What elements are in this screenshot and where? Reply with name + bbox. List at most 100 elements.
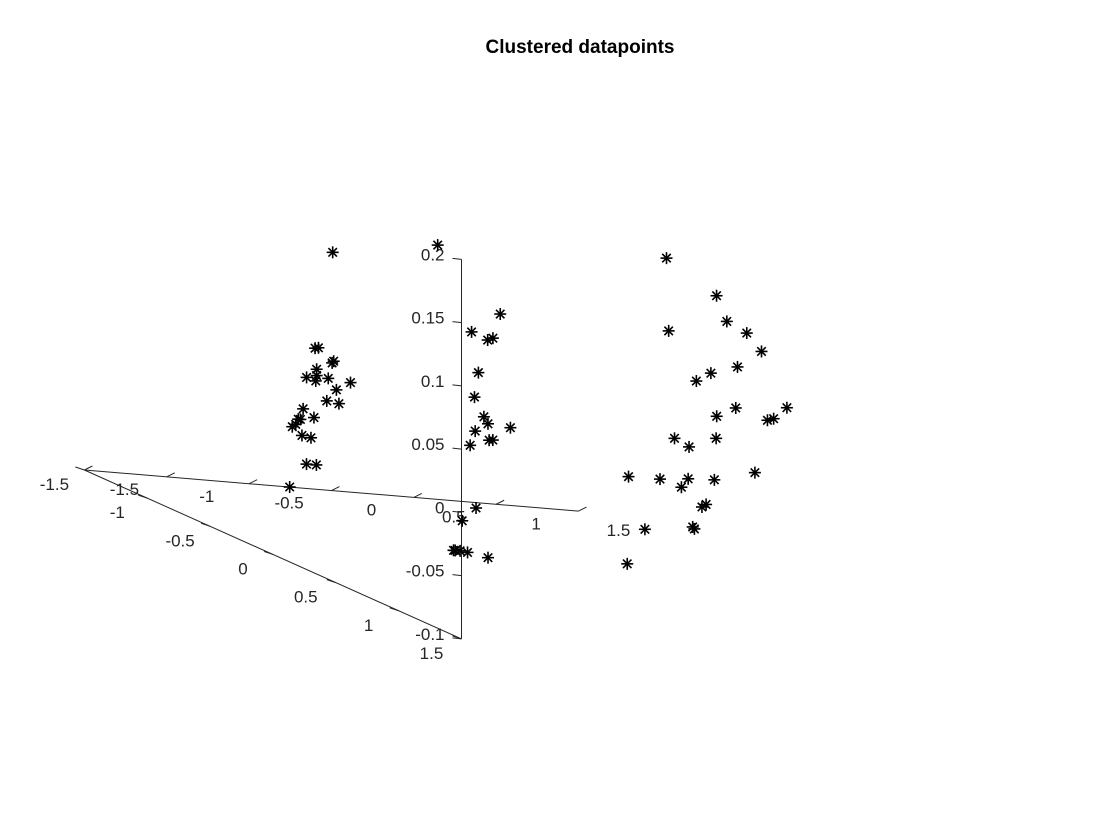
x-tick-label: -0.5 <box>274 494 303 513</box>
data-point <box>330 383 343 396</box>
x-tick-mark <box>84 465 93 471</box>
z-tick-mark <box>452 510 462 513</box>
data-point <box>621 557 634 570</box>
data-point <box>710 410 723 423</box>
x-tick-mark <box>495 499 505 505</box>
data-point <box>472 366 485 379</box>
z-tick-label: 0.15 <box>411 309 444 328</box>
y-tick-mark <box>389 607 399 612</box>
x-tick-mark <box>248 479 258 485</box>
z-tick-mark <box>452 321 462 324</box>
data-point <box>708 473 721 486</box>
data-point <box>449 544 462 557</box>
data-point <box>690 375 703 388</box>
y-tick-mark <box>200 522 211 527</box>
y-tick-label: 0 <box>238 559 247 578</box>
z-tick-label: 0.2 <box>421 245 445 264</box>
data-point <box>320 394 333 407</box>
y-tick-label: -1.5 <box>40 475 69 494</box>
y-tick-mark <box>138 494 148 499</box>
x-tick-mark <box>166 472 175 478</box>
data-point <box>668 432 681 445</box>
data-point <box>695 500 708 513</box>
data-point <box>322 372 335 385</box>
data-point <box>461 546 474 559</box>
x-tick-mark <box>578 506 587 512</box>
y-tick-label: 0.5 <box>294 588 318 607</box>
x-tick-mark <box>413 492 423 498</box>
data-point <box>504 421 517 434</box>
data-point <box>486 332 499 345</box>
data-point <box>748 466 761 479</box>
data-point <box>483 434 496 447</box>
markers <box>283 239 793 570</box>
data-point <box>283 480 296 493</box>
z-tick-mark <box>452 257 462 260</box>
z-tick-mark <box>452 447 462 450</box>
data-point <box>638 523 651 536</box>
data-point <box>300 458 313 471</box>
data-point <box>729 401 742 414</box>
data-point <box>482 551 495 564</box>
data-point <box>682 472 695 485</box>
data-point <box>309 374 322 387</box>
data-point <box>468 391 481 404</box>
data-point <box>304 431 317 444</box>
data-point <box>720 315 733 328</box>
data-point <box>470 502 483 515</box>
axes <box>84 259 579 640</box>
y-tick-label: -1 <box>110 503 125 522</box>
data-point <box>310 458 323 471</box>
x-tick-label: -1 <box>199 487 214 506</box>
data-point <box>704 367 717 380</box>
data-point <box>300 371 313 384</box>
data-point <box>755 345 768 358</box>
x-tick-mark <box>331 486 340 491</box>
data-point <box>431 239 444 252</box>
y-tick-mark <box>326 579 336 584</box>
data-point <box>675 481 688 494</box>
chart-title: Clustered datapoints <box>486 37 675 58</box>
data-point <box>660 252 673 265</box>
z-tick-label: 0.1 <box>421 372 445 391</box>
y-tick-mark <box>263 550 274 555</box>
ticks: 0.20.150.10.050-0.05-0.11.510.50-0.5-1-1… <box>40 245 631 663</box>
x-tick-label: 0.5 <box>442 507 466 526</box>
data-point <box>464 439 477 452</box>
data-point <box>327 355 340 368</box>
data-point <box>456 514 469 527</box>
data-point <box>740 327 753 340</box>
x-tick-label: 1 <box>531 514 540 533</box>
z-tick-label: 0 <box>435 498 444 517</box>
data-point <box>481 417 494 430</box>
data-point <box>286 420 299 433</box>
data-point <box>307 411 320 424</box>
data-point <box>469 425 482 438</box>
x-tick-label: -1.5 <box>110 480 139 499</box>
data-point <box>494 308 507 321</box>
x-tick-label: 1.5 <box>607 521 631 540</box>
z-tick-mark <box>452 384 462 387</box>
data-point <box>683 440 696 453</box>
data-point <box>731 360 744 373</box>
y-tick-label: 1.5 <box>420 644 444 663</box>
data-point <box>780 401 793 414</box>
z-tick-label: -0.05 <box>406 562 445 581</box>
y-tick-mark <box>75 466 85 471</box>
data-point <box>710 289 723 302</box>
data-point <box>297 402 310 415</box>
x-tick-label: 0 <box>367 501 376 520</box>
data-point <box>767 412 780 425</box>
data-point <box>465 325 478 338</box>
data-point <box>653 473 666 486</box>
z-tick-label: -0.1 <box>415 625 444 644</box>
data-point <box>686 520 699 533</box>
data-point <box>662 324 675 337</box>
data-point <box>295 429 308 442</box>
data-point <box>332 397 345 410</box>
data-point <box>344 376 357 389</box>
data-point <box>326 246 339 259</box>
z-tick-mark <box>452 574 462 577</box>
z-tick-label: 0.05 <box>411 435 444 454</box>
